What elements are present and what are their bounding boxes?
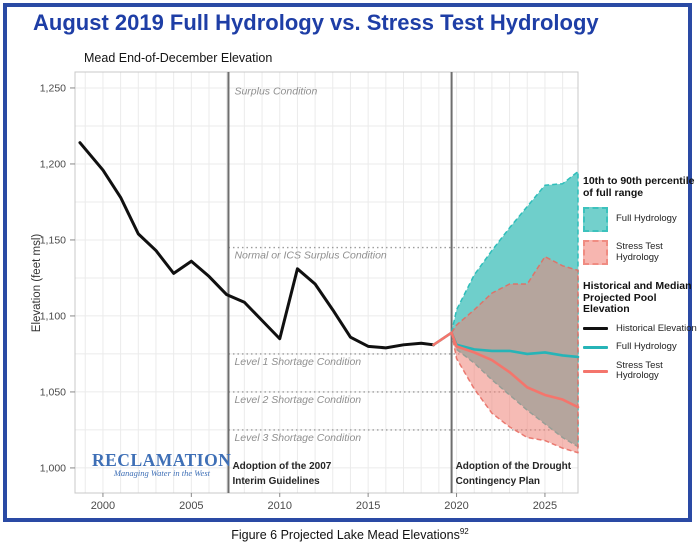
threshold-label: Normal or ICS Surplus Condition	[234, 250, 386, 262]
legend-item-stress-test-band: Stress Test Hydrology	[583, 240, 699, 265]
y-tick-label: 1,250	[40, 82, 66, 94]
x-tick-label: 2000	[91, 500, 115, 512]
chart-subtitle: Mead End-of-December Elevation	[84, 51, 273, 65]
x-tick-label: 2025	[533, 500, 557, 512]
legend-band-section-title: 10th to 90th percentile of full range	[583, 175, 695, 199]
historical-line	[78, 141, 436, 350]
legend-item-full-hydrology-line: Full Hydrology	[583, 341, 699, 353]
legend-label: Stress Test Hydrology	[616, 241, 663, 263]
legend-item-stress-test-line: Stress Test Hydrology	[583, 359, 699, 382]
page-title: August 2019 Full Hydrology vs. Stress Te…	[33, 10, 599, 35]
threshold-label: Level 1 Shortage Condition	[234, 356, 361, 368]
full-hydrology-line-swatch	[583, 345, 608, 349]
y-tick-label: 1,150	[40, 234, 66, 246]
reclamation-logo-tagline: Managing Water in the West	[113, 468, 210, 478]
x-tick-label: 2010	[267, 500, 291, 512]
legend-item-historical-elevation: Historical Elevation	[583, 322, 699, 335]
stress-test-band	[450, 255, 579, 454]
x-tick-label: 2020	[444, 500, 468, 512]
threshold-label: Level 2 Shortage Condition	[234, 394, 361, 406]
figure-caption-text: Figure 6 Projected Lake Mead Elevations	[231, 528, 460, 543]
event-label: Contingency Plan	[456, 476, 540, 487]
figure-caption: Figure 6 Projected Lake Mead Elevations9…	[0, 527, 700, 542]
event-label: Adoption of the 2007	[232, 461, 331, 472]
threshold-label: Level 3 Shortage Condition	[234, 432, 361, 444]
historical-line-swatch	[583, 327, 608, 331]
event-label: Interim Guidelines	[232, 476, 320, 487]
figure-caption-footnote: 92	[459, 527, 469, 536]
stress-test-median-line	[432, 331, 580, 409]
legend-label: Full Hydrology	[616, 213, 677, 225]
legend-item-full-hydrology-band: Full Hydrology	[583, 207, 699, 232]
y-tick-label: 1,200	[40, 158, 66, 170]
y-tick-label: 1,100	[40, 310, 66, 322]
y-tick-label: 1,000	[40, 462, 66, 474]
mead-elevation-chart: Surplus Condition Normal or ICS Surplus C…	[40, 71, 580, 512]
x-tick-label: 2005	[179, 500, 203, 512]
legend-label: Stress Test Hydrology	[616, 359, 663, 381]
chart-legend: 10th to 90th percentile of full range Fu…	[583, 175, 699, 390]
reclamation-logo-wordmark: RECLAMATION	[92, 450, 232, 470]
full-hydrology-band-swatch	[583, 207, 608, 232]
legend-label: Full Hydrology	[616, 341, 677, 352]
x-tick-label: 2015	[356, 500, 380, 512]
threshold-label: Surplus Condition	[234, 85, 317, 97]
reclamation-logo: RECLAMATION Managing Water in the West	[92, 450, 232, 478]
event-label: Adoption of the Drought	[456, 461, 572, 472]
legend-label: Historical Elevation	[616, 322, 697, 334]
stress-test-line-swatch	[583, 369, 608, 373]
legend-line-section-title: Historical and Median Projected Pool Ele…	[583, 280, 692, 315]
y-tick-label: 1,050	[40, 386, 66, 398]
stress-test-band-swatch	[583, 240, 608, 265]
